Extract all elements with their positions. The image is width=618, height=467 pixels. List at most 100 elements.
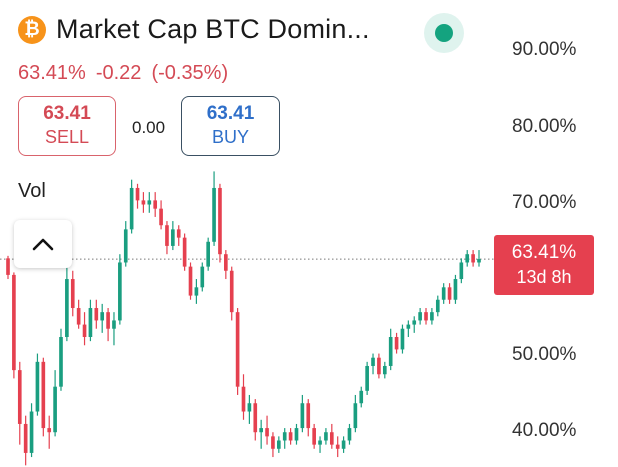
candle[interactable] bbox=[224, 250, 228, 280]
candle[interactable] bbox=[435, 295, 440, 317]
candle[interactable] bbox=[341, 436, 346, 453]
candle[interactable] bbox=[324, 428, 328, 445]
candle[interactable] bbox=[212, 171, 216, 246]
candle[interactable] bbox=[471, 250, 475, 267]
candle[interactable] bbox=[441, 283, 446, 304]
candle[interactable] bbox=[171, 221, 175, 251]
candle[interactable] bbox=[394, 332, 399, 354]
volume-indicator-label[interactable]: Vol bbox=[18, 180, 46, 202]
candle[interactable] bbox=[70, 270, 75, 317]
candle[interactable] bbox=[6, 255, 10, 280]
candle[interactable] bbox=[76, 299, 81, 329]
candle[interactable] bbox=[241, 374, 246, 420]
live-indicator[interactable] bbox=[424, 13, 464, 53]
buy-button[interactable]: 63.41 BUY bbox=[181, 96, 280, 156]
candle[interactable] bbox=[41, 357, 46, 437]
candle[interactable] bbox=[159, 200, 163, 230]
candle[interactable] bbox=[312, 423, 316, 449]
candle-body bbox=[318, 440, 322, 445]
candle[interactable] bbox=[329, 423, 334, 449]
candle[interactable] bbox=[235, 308, 240, 395]
candle[interactable] bbox=[82, 312, 87, 346]
candle[interactable] bbox=[141, 192, 146, 213]
candle[interactable] bbox=[194, 279, 199, 304]
candle-body bbox=[94, 308, 99, 321]
candle[interactable] bbox=[218, 183, 222, 263]
chevron-up-icon bbox=[32, 238, 54, 251]
candle[interactable] bbox=[282, 428, 287, 449]
y-tick-label: 40.00% bbox=[512, 420, 577, 441]
candle[interactable] bbox=[465, 250, 470, 267]
candle[interactable] bbox=[365, 361, 369, 395]
candle[interactable] bbox=[418, 308, 422, 325]
candle[interactable] bbox=[259, 419, 263, 449]
candle[interactable] bbox=[176, 225, 181, 246]
candle[interactable] bbox=[318, 436, 322, 453]
candle[interactable] bbox=[288, 428, 293, 445]
candle[interactable] bbox=[88, 299, 93, 342]
candle[interactable] bbox=[400, 324, 405, 354]
candle[interactable] bbox=[106, 308, 110, 342]
candle[interactable] bbox=[135, 183, 140, 209]
candle[interactable] bbox=[253, 399, 258, 441]
candle[interactable] bbox=[271, 432, 275, 458]
candle[interactable] bbox=[29, 403, 34, 458]
live-dot-icon bbox=[435, 24, 453, 42]
market-title[interactable]: Market Cap BTC Domin... bbox=[56, 14, 370, 44]
candle[interactable] bbox=[265, 415, 269, 445]
candle[interactable] bbox=[123, 221, 128, 267]
candle[interactable] bbox=[200, 262, 205, 292]
candle-body bbox=[435, 299, 440, 313]
candle[interactable] bbox=[17, 361, 22, 445]
candle[interactable] bbox=[12, 272, 16, 379]
candle-body bbox=[459, 262, 464, 280]
candle[interactable] bbox=[430, 308, 434, 325]
candle[interactable] bbox=[477, 250, 481, 267]
candle[interactable] bbox=[453, 274, 458, 304]
candle[interactable] bbox=[276, 436, 281, 453]
candle-body bbox=[418, 312, 422, 321]
sell-button[interactable]: 63.41 SELL bbox=[18, 96, 116, 156]
collapse-indicators-button[interactable] bbox=[14, 220, 72, 268]
candle[interactable] bbox=[206, 237, 211, 271]
candle[interactable] bbox=[165, 221, 169, 255]
candle[interactable] bbox=[23, 415, 28, 466]
candle[interactable] bbox=[371, 353, 375, 375]
candle[interactable] bbox=[447, 283, 452, 304]
candle-body bbox=[412, 320, 417, 325]
candle[interactable] bbox=[294, 423, 299, 445]
candle[interactable] bbox=[247, 394, 252, 424]
candle[interactable] bbox=[388, 328, 393, 371]
candle[interactable] bbox=[359, 386, 364, 408]
candle[interactable] bbox=[147, 192, 152, 213]
candle[interactable] bbox=[35, 353, 40, 416]
candle[interactable] bbox=[406, 320, 411, 338]
candle[interactable] bbox=[182, 233, 187, 271]
candle[interactable] bbox=[300, 394, 305, 433]
candle[interactable] bbox=[377, 353, 381, 379]
candle[interactable] bbox=[353, 394, 358, 433]
candle[interactable] bbox=[347, 423, 352, 445]
candle-body bbox=[23, 423, 28, 453]
candle[interactable] bbox=[459, 258, 464, 284]
candle[interactable] bbox=[153, 192, 158, 217]
candle[interactable] bbox=[306, 399, 311, 437]
candle[interactable] bbox=[65, 262, 69, 342]
candle[interactable] bbox=[112, 312, 116, 346]
candle[interactable] bbox=[188, 262, 193, 300]
candle[interactable] bbox=[382, 361, 387, 379]
candle[interactable] bbox=[412, 316, 417, 333]
candle[interactable] bbox=[129, 179, 134, 234]
candle[interactable] bbox=[94, 299, 99, 329]
candle[interactable] bbox=[53, 370, 57, 437]
candle[interactable] bbox=[335, 436, 340, 458]
candle-body bbox=[306, 403, 311, 429]
candle[interactable] bbox=[229, 266, 234, 321]
candle[interactable] bbox=[424, 308, 428, 325]
candle[interactable] bbox=[59, 328, 63, 391]
candle[interactable] bbox=[100, 303, 105, 333]
candle[interactable] bbox=[47, 415, 52, 449]
quote-line: 63.41% -0.22 (-0.35%) bbox=[18, 62, 228, 85]
candle[interactable] bbox=[118, 254, 122, 325]
